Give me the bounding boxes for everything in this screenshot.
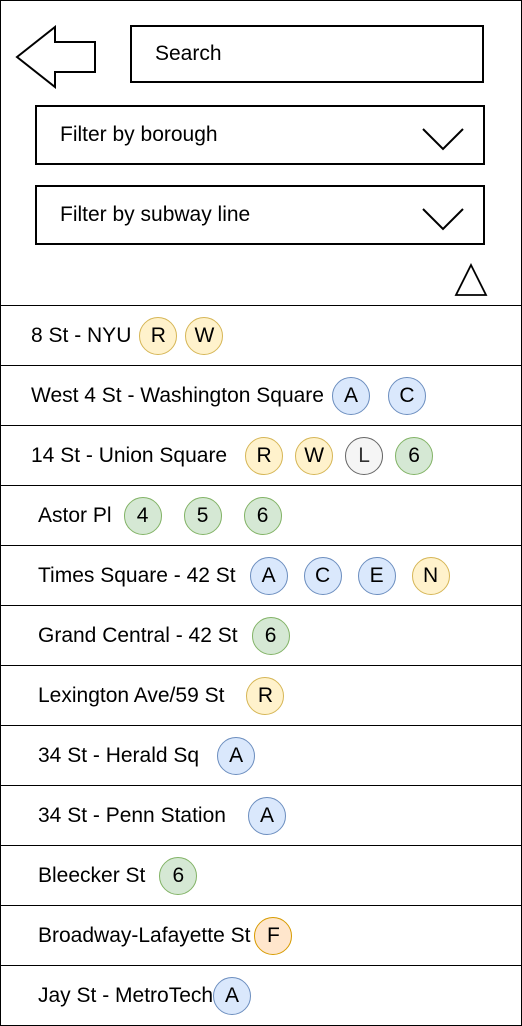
station-name: Broadway-Lafayette St xyxy=(38,923,251,947)
station-name: 14 St - Union Square xyxy=(31,443,228,467)
station-name: Bleecker St xyxy=(38,863,146,887)
header: Filter by borough Filter by subway line xyxy=(1,1,521,306)
station-name: Lexington Ave/59 St xyxy=(38,683,225,707)
line-badges: A xyxy=(213,976,252,1015)
line-badge: C xyxy=(387,376,426,415)
line-badge: A xyxy=(213,976,252,1015)
station-row[interactable]: 14 St - Union Square R W L 6 xyxy=(1,426,521,486)
line-badge: 6 xyxy=(395,436,434,475)
station-row[interactable]: Lexington Ave/59 St R xyxy=(1,666,521,726)
line-badges: A xyxy=(217,736,256,775)
station-row[interactable]: 34 St - Penn Station A xyxy=(1,786,521,846)
station-row[interactable]: West 4 St - Washington Square A C xyxy=(1,366,521,426)
line-badge: W xyxy=(185,316,224,355)
chevron-down-icon xyxy=(422,128,464,151)
line-badge: 4 xyxy=(123,496,162,535)
borough-filter-dropdown[interactable]: Filter by borough xyxy=(35,105,485,165)
station-row[interactable]: Broadway-Lafayette St F xyxy=(1,906,521,966)
line-badge: E xyxy=(357,556,396,595)
search-box[interactable] xyxy=(130,25,484,83)
station-name: Jay St - MetroTech xyxy=(38,983,214,1007)
line-badge: A xyxy=(247,796,286,835)
station-name: Astor Pl xyxy=(38,503,112,527)
station-name: Times Square - 42 St xyxy=(38,563,236,587)
line-badge: R xyxy=(139,316,178,355)
station-name: 34 St - Herald Sq xyxy=(38,743,200,767)
station-row[interactable]: Grand Central - 42 St 6 xyxy=(1,606,521,666)
line-badge: A xyxy=(331,376,370,415)
station-list: 8 St - NYU R W West 4 St - Washington Squar… xyxy=(1,306,521,1025)
back-arrow-icon[interactable] xyxy=(15,25,97,89)
line-badges: F xyxy=(254,916,293,955)
line-badge: C xyxy=(303,556,342,595)
chevron-down-icon xyxy=(422,208,464,231)
search-input[interactable] xyxy=(155,42,482,66)
station-name: West 4 St - Washington Square xyxy=(31,383,324,407)
station-name: 34 St - Penn Station xyxy=(38,803,226,827)
line-badge: 6 xyxy=(251,616,290,655)
line-badge: A xyxy=(217,736,256,775)
line-badge: R xyxy=(246,676,285,715)
station-row[interactable]: Bleecker St 6 xyxy=(1,846,521,906)
station-row[interactable]: Times Square - 42 St A C E N xyxy=(1,546,521,606)
line-badge: 6 xyxy=(243,496,282,535)
subway-line-filter-label: Filter by subway line xyxy=(60,203,251,226)
line-badge: F xyxy=(254,916,293,955)
subway-line-filter-dropdown[interactable]: Filter by subway line xyxy=(35,185,485,245)
collapse-triangle-icon[interactable] xyxy=(454,263,488,297)
line-badge: N xyxy=(411,556,450,595)
line-badge: W xyxy=(295,436,334,475)
station-row[interactable]: Astor Pl 4 5 6 xyxy=(1,486,521,546)
line-badges: 6 xyxy=(251,616,290,655)
line-badge: A xyxy=(249,556,288,595)
line-badges: A xyxy=(247,796,286,835)
line-badge: R xyxy=(245,436,284,475)
station-name: 8 St - NYU xyxy=(31,323,132,347)
station-row[interactable]: 8 St - NYU R W xyxy=(1,306,521,366)
station-row[interactable]: 34 St - Herald Sq A xyxy=(1,726,521,786)
line-badge: 5 xyxy=(183,496,222,535)
borough-filter-label: Filter by borough xyxy=(60,123,218,146)
station-name: Grand Central - 42 St xyxy=(38,623,238,647)
line-badges: 6 xyxy=(159,856,198,895)
line-badges: R xyxy=(246,676,285,715)
line-badge: 6 xyxy=(159,856,198,895)
line-badge: L xyxy=(345,436,384,475)
station-row[interactable]: Jay St - MetroTech A xyxy=(1,966,521,1025)
